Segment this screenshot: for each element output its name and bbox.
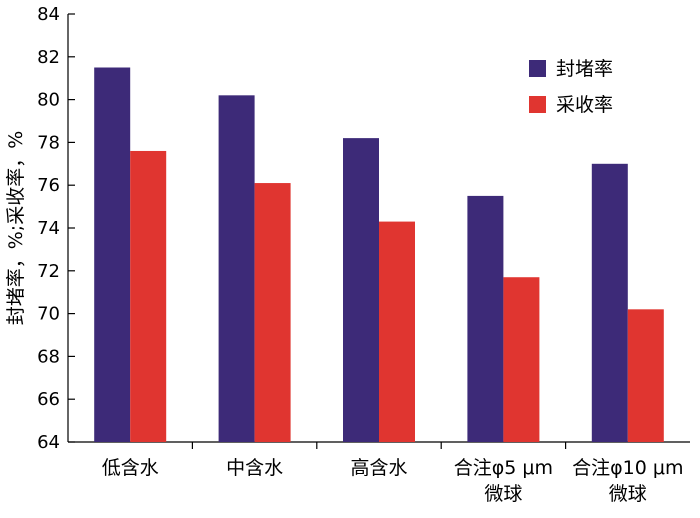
y-tick-label: 72 [37,261,60,282]
legend-swatch [529,96,546,113]
x-category-label: 合注φ10 μm [572,457,683,479]
bar-series-1 [467,195,504,442]
y-axis-label: 封堵率，%;采收率，% [5,131,27,326]
y-tick-label: 82 [37,47,60,68]
y-axis-ticks: 64 66 68 70 72 74 76 78 80 82 84 [37,4,75,453]
bar-series-2 [379,221,415,442]
bar-series-1 [343,138,379,442]
bar-series-2 [503,277,540,442]
legend-label: 封堵率 [556,58,613,80]
y-tick-label: 64 [37,432,60,453]
bar-series-2 [627,309,664,442]
x-category-label: 合注φ5 μm [454,457,553,479]
y-tick-label: 70 [37,304,60,325]
y-tick-label: 78 [37,132,60,153]
bar-series-1 [591,163,628,443]
y-tick-label: 68 [37,346,60,367]
y-tick-label: 74 [37,218,60,239]
x-category-label: 中含水 [226,457,283,479]
x-category-label: 微球 [484,483,522,505]
bar-series-2 [254,183,291,442]
x-category-label: 高含水 [350,457,407,479]
x-category-label: 微球 [609,483,647,505]
y-tick-label: 80 [37,90,60,111]
legend-label: 采收率 [556,94,613,116]
legend-swatch [529,60,546,77]
y-tick-label: 66 [37,389,60,410]
bar-series-2 [130,150,167,442]
bar-series-1 [218,95,255,442]
chart-bars [94,67,664,443]
x-category-label: 低含水 [102,457,159,479]
y-tick-label: 84 [37,4,60,25]
y-tick-label: 76 [37,175,60,196]
bar-series-1 [94,67,131,442]
x-axis-labels: 低含水 中含水 高含水 合注φ5 μm 微球 合注φ10 μm 微球 [102,457,684,505]
